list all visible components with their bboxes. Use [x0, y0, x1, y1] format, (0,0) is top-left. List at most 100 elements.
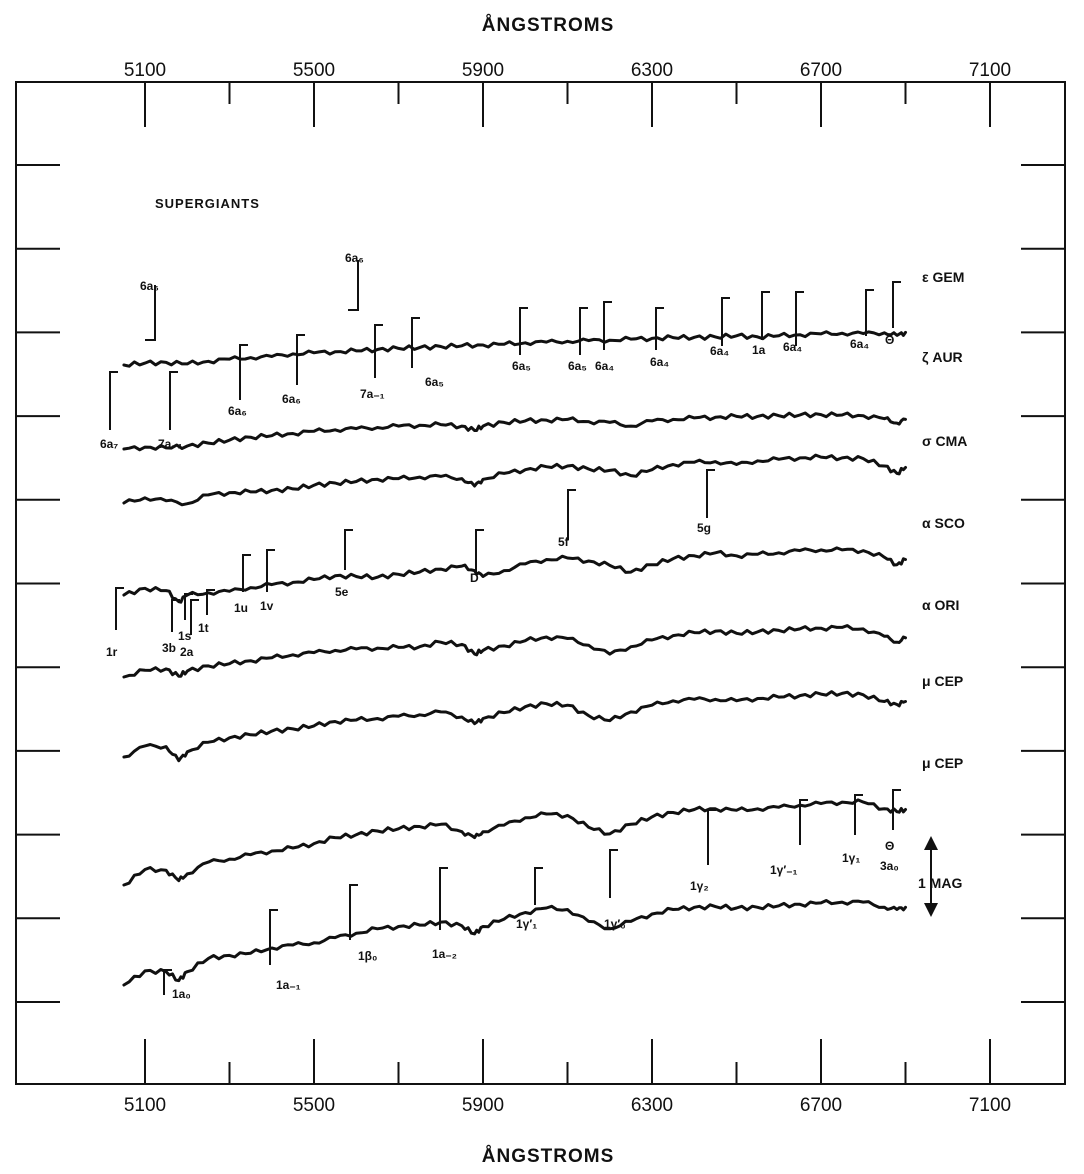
marker-bracket — [169, 371, 178, 430]
annotation: 1u — [234, 554, 251, 615]
spectrum-line — [122, 546, 907, 604]
annotation: 1a₋₁ — [269, 909, 301, 992]
marker-bracket — [892, 281, 901, 328]
x-axis-title-top: ÅNGSTROMS — [482, 15, 615, 36]
marker-bracket — [609, 849, 618, 898]
annotation: 3b — [162, 599, 180, 655]
annotation: 2a — [180, 599, 199, 659]
series-label: μ CEP — [922, 673, 963, 689]
annotation-label: 1a — [752, 343, 766, 357]
marker-bracket — [171, 599, 180, 632]
marker-bracket — [795, 291, 804, 346]
annotation-label: 1a₋₁ — [276, 978, 301, 992]
annotation: 6a₇ — [100, 371, 118, 451]
annotation-label: 1u — [234, 601, 248, 615]
top-axis-ticks: 5100 5500 5900 6300 6700 7100 — [124, 60, 1011, 127]
annotation: 1a — [752, 291, 770, 357]
annotation-label: 1s — [178, 629, 192, 643]
marker-bracket — [374, 324, 383, 378]
marker-bracket — [344, 529, 353, 570]
marker-bracket — [269, 909, 278, 965]
annotation-label: 6a₄ — [850, 337, 869, 351]
marker-bracket — [206, 589, 215, 615]
marker-bracket — [519, 307, 528, 355]
marker-bracket — [707, 809, 716, 865]
marker-bracket — [865, 289, 874, 336]
bottom-tick-label: 5500 — [293, 1095, 335, 1116]
annotation: 6a₅ — [512, 307, 531, 373]
marker-bracket — [892, 789, 901, 830]
annotation-label: 1γ₂ — [690, 879, 709, 893]
marker-bracket — [411, 317, 420, 368]
annotation: 1a₀ — [163, 969, 191, 1001]
bottom-tick-label: 5100 — [124, 1095, 166, 1116]
annotation: 6a₆ — [345, 251, 364, 311]
annotation: 6a₆ — [140, 279, 159, 341]
line-annotations: 6a₆ 6a₆ 6a₇ 7a₋₁ 6a₆ 6a₆ 7a₋₁ 6a₅ 6a₅ 6a₅ 6a₄ 6a₄ 6a… — [100, 251, 901, 1001]
marker-bracket — [349, 884, 358, 940]
annotation: 6a₄ — [850, 289, 874, 351]
annotation: 1γ′₀ — [604, 849, 626, 931]
top-tick-label: 7100 — [969, 60, 1011, 81]
annotation-label: 2a — [180, 645, 194, 659]
annotation-label: 7a₋₁ — [360, 387, 385, 401]
marker-bracket — [799, 799, 808, 845]
spectrum-line — [122, 899, 907, 987]
annotation-label: 1v — [260, 599, 274, 613]
group-label: SUPERGIANTS — [155, 196, 260, 211]
annotation-label: 7a₋₁ — [158, 437, 183, 451]
series-label: α ORI — [922, 597, 959, 613]
annotation-label: 6a₆ — [345, 251, 364, 265]
annotation-label: D — [470, 571, 479, 585]
marker-bracket — [603, 301, 612, 350]
marker-bracket — [854, 794, 863, 835]
plot-frame — [15, 81, 1066, 1085]
top-tick-label: 5100 — [124, 60, 166, 81]
annotation-label: 6a₄ — [650, 355, 669, 369]
annotation-label: 5f — [558, 535, 570, 549]
annotation: 5e — [335, 529, 353, 599]
bottom-tick-label: 6300 — [631, 1095, 673, 1116]
marker-bracket — [266, 549, 275, 592]
top-tick-label: 5500 — [293, 60, 335, 81]
annotation: 5f — [558, 489, 576, 549]
annotation-label: 3a₀ — [880, 859, 899, 873]
annotation-label: 1γ′₁ — [516, 917, 537, 931]
annotation-label: 1a₋₂ — [432, 947, 457, 961]
magnitude-scale-bar: 1 MAG — [918, 836, 962, 917]
annotation: 6a₅ — [411, 317, 444, 389]
annotation: 5g — [697, 469, 715, 535]
spectrum-line — [122, 690, 907, 763]
annotation-label: Θ — [885, 333, 894, 347]
annotation: Θ — [885, 789, 901, 853]
annotation-label: 6a₄ — [783, 340, 802, 354]
annotation: 1a₋₂ — [432, 867, 457, 961]
marker-bracket — [296, 334, 305, 385]
marker-bracket — [242, 554, 251, 592]
bottom-tick-label: 6700 — [800, 1095, 842, 1116]
annotation-label: 6a₆ — [282, 392, 301, 406]
annotation: 6a₄ — [650, 307, 669, 369]
marker-bracket — [439, 867, 448, 930]
annotation: 1γ′₁ — [516, 867, 543, 931]
annotation: 3a₀ — [880, 859, 899, 873]
spectra-curves: ε GEM ζ AUR σ CMA α SCO α ORI μ CEP μ CEP — [122, 269, 967, 987]
marker-bracket — [579, 307, 588, 355]
annotation: 6a₆ — [282, 334, 305, 406]
spectrum-line — [122, 798, 907, 887]
annotation: 6a₄ — [710, 297, 730, 358]
annotation: 6a₅ — [568, 307, 588, 373]
annotation-label: 1r — [106, 645, 118, 659]
annotation-label: 1t — [198, 621, 209, 635]
annotation-label: 6a₅ — [568, 359, 587, 373]
bottom-tick-label: 7100 — [969, 1095, 1011, 1116]
annotation-label: 6a₇ — [100, 437, 118, 451]
series-label: μ CEP — [922, 755, 963, 771]
marker-bracket — [761, 291, 770, 340]
spectrum-line — [122, 453, 907, 507]
annotation-label: 6a₆ — [140, 279, 159, 293]
marker-bracket — [655, 307, 664, 350]
annotation-label: 5g — [697, 521, 711, 535]
scale-bar-arrow-down — [924, 903, 938, 917]
